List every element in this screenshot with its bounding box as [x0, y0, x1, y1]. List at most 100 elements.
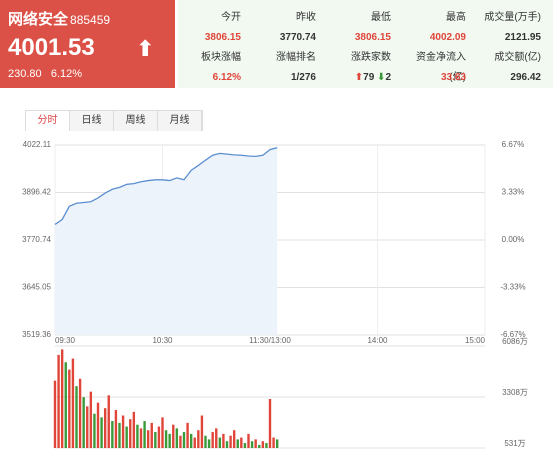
volume-bar	[60, 349, 64, 448]
volume-bar	[247, 433, 250, 448]
stat-label: 资金净流入(亿)	[416, 52, 466, 83]
volume-bar	[232, 430, 236, 448]
volume-bar	[86, 406, 89, 448]
y-tick-label: 3519.36	[22, 330, 51, 339]
stat-value: 2121.95	[504, 32, 541, 43]
volume-bar	[236, 439, 239, 448]
y-tick-label: 3308万	[502, 388, 528, 397]
volume-bar	[118, 422, 121, 448]
y-tick-label: 3770.74	[22, 235, 51, 244]
stat-value: 3770.74	[279, 32, 316, 43]
x-tick-label: 09:30	[55, 336, 76, 345]
quote-header: 网络安全 885459 4001.53 ⬆ 230.80 6.12%	[0, 0, 175, 88]
stat-label: 最低	[371, 12, 391, 23]
volume-bar	[89, 391, 93, 448]
volume-bar	[103, 408, 107, 448]
y-tick-label: 3896.42	[22, 188, 51, 197]
volume-bar	[150, 422, 153, 448]
change: 230.80	[8, 68, 42, 80]
volume-bar	[157, 426, 161, 448]
volume-bar	[229, 435, 232, 448]
down-count: 2	[385, 72, 391, 83]
volume-bar	[107, 395, 110, 448]
volume-bar	[114, 410, 118, 448]
name-row: 网络安全 885459	[8, 8, 110, 29]
volume-bar	[254, 439, 257, 448]
volume-bar	[265, 443, 268, 448]
y-tick-label: 6086万	[502, 337, 528, 346]
stat-label: 板块涨幅	[201, 52, 241, 63]
stat-label: 成交额(亿)	[494, 52, 541, 63]
tab[interactable]: 周线	[114, 111, 158, 131]
y2-tick-label: 3.33%	[502, 188, 525, 197]
up-arrow: ⬆	[354, 72, 364, 83]
tab[interactable]: 分时	[26, 111, 70, 131]
y-tick-label: 4022.11	[23, 140, 52, 149]
volume-bar	[172, 424, 175, 448]
index-name: 网络安全	[8, 11, 69, 28]
volume-bar	[204, 435, 207, 448]
volume-bar	[139, 428, 143, 448]
stat-value: 3806.15	[354, 32, 391, 43]
volume-bar	[175, 428, 179, 448]
y-tick-label: 3645.05	[22, 283, 51, 292]
volume-bar	[258, 444, 261, 448]
volume-bar	[111, 421, 114, 448]
volume-bar	[250, 441, 254, 448]
y-tick-label: 531万	[504, 439, 525, 448]
tab[interactable]: 月线	[158, 111, 202, 131]
volume-bar	[146, 430, 150, 448]
volume-bar	[129, 419, 132, 448]
up-arrow: ⬆	[136, 36, 155, 61]
volume-bar	[197, 430, 200, 448]
volume-bar	[143, 421, 146, 448]
stat-value: 33.63	[440, 72, 466, 83]
x-tick-label: 15:00	[465, 336, 486, 345]
volume-bar	[75, 386, 78, 448]
volume-bar	[78, 378, 82, 448]
tabs: 分时 日线 周线 月线	[25, 110, 203, 131]
volume-bar	[68, 369, 71, 448]
volume-bar	[207, 439, 211, 448]
y2-tick-label: -6.67%	[500, 330, 525, 339]
volume-bar	[186, 422, 189, 448]
y2-tick-label: 6.67%	[502, 140, 525, 149]
change-row: 230.80 6.12%	[8, 68, 82, 80]
volume-bar	[275, 439, 279, 448]
volume-bar	[161, 417, 164, 448]
stat-label: 成交量(万手)	[484, 12, 541, 23]
stat-value: 6.12%	[212, 72, 241, 83]
stat-label: 最高	[446, 12, 466, 23]
volume-bar	[189, 433, 193, 448]
stat-value: 296.42	[510, 72, 541, 83]
volume-bar	[168, 433, 171, 448]
stat-label: 涨跌家数	[351, 52, 391, 63]
volume-bar	[193, 437, 196, 448]
stats-panel: 今开 昨收 最低 最高 成交量(万手) 3806.15 3770.74 3806.15 4002…	[178, 0, 553, 88]
volume-bar	[272, 437, 275, 448]
volume-bar	[132, 411, 136, 448]
volume-bar	[200, 415, 204, 448]
volume-bar	[164, 430, 168, 448]
volume-bar	[240, 437, 243, 448]
price-area	[55, 147, 278, 335]
volume-bar	[211, 432, 214, 448]
volume-bar	[121, 415, 125, 448]
up-count: 79	[363, 72, 375, 83]
stat-value: 3806.15	[204, 32, 241, 43]
volume-bar	[71, 358, 75, 448]
volume-bar	[268, 398, 272, 448]
stat-value: 1/276	[290, 72, 316, 83]
volume-bar	[93, 413, 96, 448]
volume-bar	[53, 380, 57, 448]
volume-bar	[215, 428, 218, 448]
volume-bar	[225, 441, 229, 448]
volume-bar	[96, 402, 100, 448]
volume-bar	[182, 432, 186, 448]
volume-bar	[82, 397, 85, 448]
x-tick-label: 10:30	[152, 336, 173, 345]
tab[interactable]: 日线	[70, 111, 114, 131]
down-arrow: ⬇	[374, 72, 386, 83]
stat-value: 4002.09	[429, 32, 466, 43]
